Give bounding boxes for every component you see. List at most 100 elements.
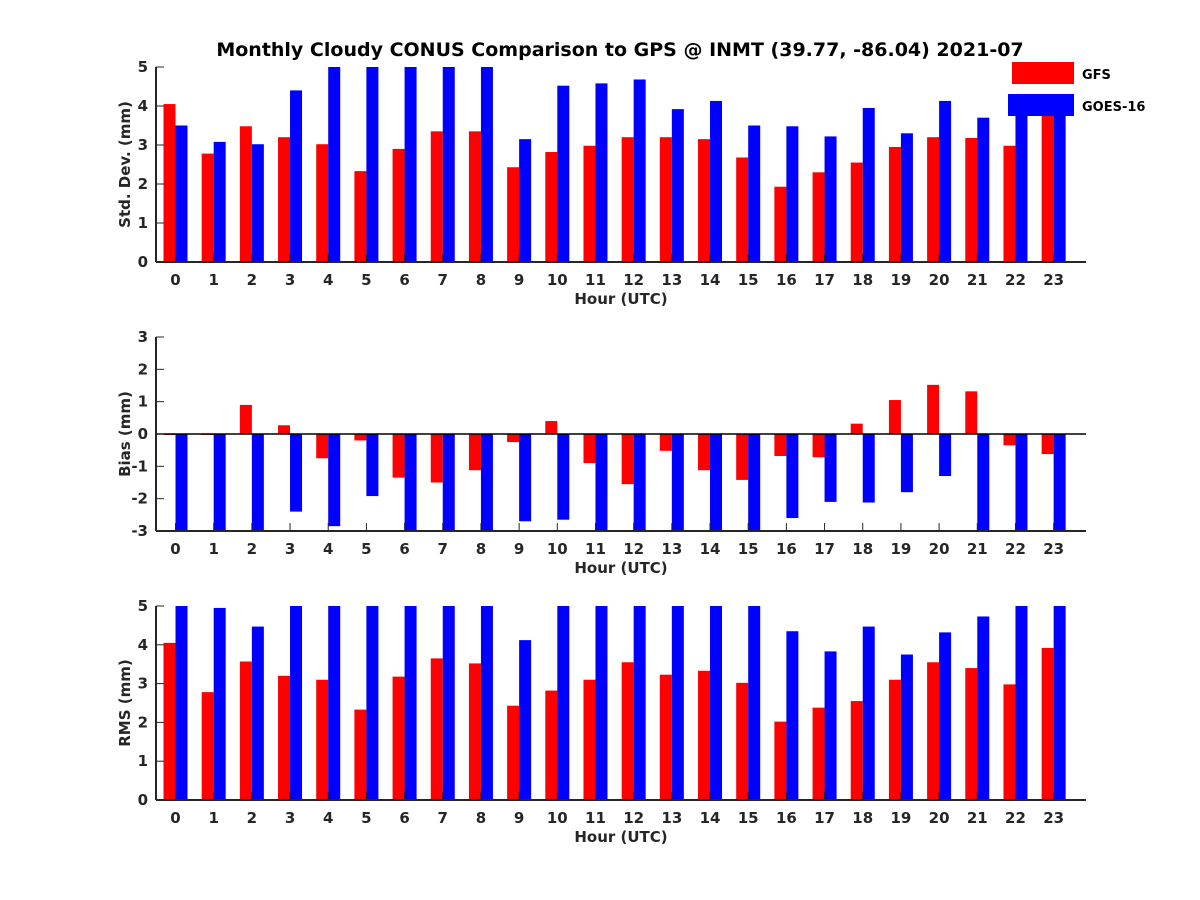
- std-bar-goes16-19: [900, 133, 913, 262]
- std-bar-goes16-4: [328, 67, 341, 262]
- bias-bar-gfs-17: [812, 434, 825, 458]
- rms-xtick-label: 14: [700, 809, 721, 827]
- std-bar-gfs-17: [812, 172, 825, 262]
- rms-bar-goes16-23: [1053, 606, 1066, 800]
- std-ytick-label: 0: [138, 253, 148, 271]
- rms-bar-gfs-9: [507, 705, 520, 800]
- std-xtick-label: 10: [547, 271, 568, 289]
- bias-ytick-label: -2: [131, 490, 148, 508]
- std-xtick-label: 19: [890, 271, 911, 289]
- bias-bar-goes16-2: [251, 434, 264, 531]
- bias-ytick-label: -3: [131, 522, 148, 540]
- bias-xtick-label: 11: [585, 540, 606, 558]
- bias-xtick-label: 1: [208, 540, 218, 558]
- bias-bar-goes16-23: [1053, 434, 1066, 531]
- rms-bar-goes16-9: [519, 640, 532, 800]
- std-bar-goes16-8: [480, 67, 493, 262]
- bias-bar-gfs-14: [698, 434, 711, 471]
- std-bar-gfs-10: [545, 152, 558, 262]
- rms-xtick-label: 20: [929, 809, 950, 827]
- rms-bar-gfs-4: [316, 679, 329, 800]
- legend-swatch-goes16: [1008, 94, 1074, 116]
- rms-xtick-label: 16: [776, 809, 797, 827]
- rms-bar-goes16-1: [213, 607, 226, 800]
- rms-bar-gfs-3: [278, 675, 291, 800]
- rms-xtick-label: 9: [514, 809, 524, 827]
- bias-bar-gfs-21: [965, 391, 978, 434]
- bias-ytick-label: -1: [131, 457, 148, 475]
- bias-bar-goes16-7: [442, 434, 455, 531]
- rms-xtick-label: 0: [170, 809, 180, 827]
- std-y-label: Std. Dev. (mm): [116, 101, 134, 228]
- rms-xtick-label: 23: [1043, 809, 1064, 827]
- rms-bar-gfs-8: [468, 663, 481, 800]
- rms-xtick-label: 18: [852, 809, 873, 827]
- std-bar-gfs-2: [239, 126, 252, 262]
- std-bar-goes16-14: [710, 100, 723, 263]
- rms-bar-gfs-20: [927, 662, 940, 800]
- rms-xtick-label: 10: [547, 809, 568, 827]
- std-bar-gfs-14: [698, 139, 711, 262]
- std-bar-gfs-3: [278, 137, 291, 262]
- legend-label-goes16: GOES-16: [1082, 100, 1145, 115]
- bias-xtick-label: 22: [1005, 540, 1026, 558]
- std-xtick-label: 5: [361, 271, 371, 289]
- rms-ytick-label: 5: [138, 597, 148, 615]
- bias-bar-gfs-23: [1041, 434, 1054, 455]
- std-xtick-label: 2: [247, 271, 257, 289]
- rms-bar-gfs-1: [201, 692, 214, 800]
- rms-bar-goes16-14: [710, 606, 723, 800]
- std-bar-goes16-7: [442, 67, 455, 262]
- std-bar-gfs-23: [1041, 110, 1054, 263]
- rms-ytick-label: 0: [138, 791, 148, 809]
- std-bar-gfs-0: [163, 104, 176, 262]
- std-bar-goes16-16: [786, 126, 799, 262]
- bias-xtick-label: 10: [547, 540, 568, 558]
- legend-label-gfs: GFS: [1082, 68, 1111, 83]
- std-bar-goes16-1: [213, 141, 226, 262]
- legend: GFS GOES-16: [1008, 62, 1145, 116]
- bias-bar-gfs-8: [468, 434, 481, 471]
- rms-bar-goes16-17: [824, 651, 837, 800]
- bias-bar-gfs-2: [239, 404, 252, 434]
- rms-bar-goes16-2: [251, 626, 264, 800]
- bias-xtick-label: 15: [738, 540, 759, 558]
- rms-bar-gfs-22: [1003, 684, 1016, 800]
- bias-xtick-label: 3: [285, 540, 295, 558]
- bias-bar-gfs-6: [392, 434, 405, 478]
- std-xtick-label: 13: [661, 271, 682, 289]
- bias-xtick-label: 6: [399, 540, 409, 558]
- std-bar-goes16-11: [595, 83, 608, 262]
- rms-bar-gfs-11: [583, 679, 596, 800]
- bias-bar-goes16-9: [519, 434, 532, 522]
- rms-ytick-label: 1: [138, 752, 148, 770]
- rms-bar-goes16-18: [862, 626, 875, 800]
- std-bar-goes16-0: [175, 125, 188, 262]
- rms-xtick-label: 5: [361, 809, 371, 827]
- rms-xtick-label: 19: [890, 809, 911, 827]
- rms-bar-gfs-19: [888, 679, 901, 800]
- rms-xtick-label: 1: [208, 809, 218, 827]
- std-bar-goes16-17: [824, 136, 837, 262]
- std-bar-goes16-9: [519, 139, 532, 262]
- std-bar-goes16-5: [366, 67, 379, 262]
- bias-xtick-label: 7: [438, 540, 448, 558]
- std-bar-goes16-15: [748, 125, 761, 262]
- bias-bar-goes16-18: [862, 434, 875, 503]
- bias-bar-gfs-16: [774, 434, 787, 456]
- rms-bar-gfs-13: [659, 674, 672, 800]
- std-bar-gfs-22: [1003, 145, 1016, 262]
- bias-xtick-label: 9: [514, 540, 524, 558]
- std-bar-gfs-19: [888, 146, 901, 262]
- rms-bar-goes16-0: [175, 606, 188, 800]
- std-bar-goes16-6: [404, 67, 417, 262]
- std-bar-gfs-20: [927, 137, 940, 262]
- std-xtick-label: 1: [208, 271, 218, 289]
- rms-x-label: Hour (UTC): [574, 828, 667, 846]
- rms-xtick-label: 3: [285, 809, 295, 827]
- bias-bar-goes16-14: [710, 434, 723, 531]
- bias-bar-gfs-19: [888, 400, 901, 434]
- bias-x-label: Hour (UTC): [574, 559, 667, 577]
- bias-bar-goes16-8: [480, 434, 493, 531]
- rms-bar-goes16-3: [290, 606, 303, 800]
